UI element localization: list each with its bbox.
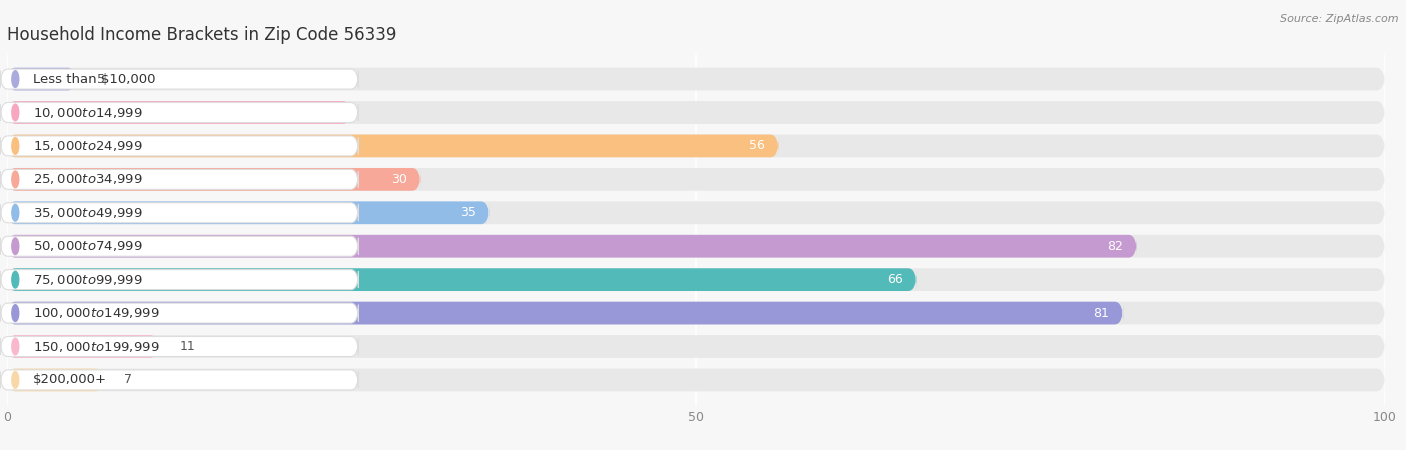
FancyBboxPatch shape — [7, 168, 1385, 191]
FancyBboxPatch shape — [7, 369, 104, 392]
FancyBboxPatch shape — [7, 369, 1385, 392]
Circle shape — [11, 338, 18, 355]
FancyBboxPatch shape — [7, 135, 779, 157]
Text: 56: 56 — [749, 140, 765, 153]
Text: 35: 35 — [460, 206, 475, 219]
FancyBboxPatch shape — [7, 68, 1385, 90]
FancyBboxPatch shape — [7, 335, 1385, 358]
Circle shape — [11, 171, 18, 188]
Text: $35,000 to $49,999: $35,000 to $49,999 — [34, 206, 143, 220]
FancyBboxPatch shape — [7, 101, 351, 124]
FancyBboxPatch shape — [7, 335, 159, 358]
FancyBboxPatch shape — [7, 168, 420, 191]
FancyBboxPatch shape — [7, 68, 76, 90]
Text: 11: 11 — [180, 340, 195, 353]
Text: $100,000 to $149,999: $100,000 to $149,999 — [34, 306, 160, 320]
FancyBboxPatch shape — [0, 136, 359, 156]
Circle shape — [11, 204, 18, 221]
FancyBboxPatch shape — [7, 235, 1385, 257]
Text: 7: 7 — [124, 374, 132, 387]
Text: Household Income Brackets in Zip Code 56339: Household Income Brackets in Zip Code 56… — [7, 26, 396, 44]
Circle shape — [11, 271, 18, 288]
FancyBboxPatch shape — [7, 268, 917, 291]
Circle shape — [11, 372, 18, 388]
FancyBboxPatch shape — [0, 203, 359, 223]
FancyBboxPatch shape — [0, 169, 359, 189]
Text: Less than $10,000: Less than $10,000 — [34, 72, 156, 86]
FancyBboxPatch shape — [0, 236, 359, 256]
FancyBboxPatch shape — [0, 103, 359, 122]
Text: $50,000 to $74,999: $50,000 to $74,999 — [34, 239, 143, 253]
Text: $15,000 to $24,999: $15,000 to $24,999 — [34, 139, 143, 153]
FancyBboxPatch shape — [7, 302, 1123, 324]
Text: $25,000 to $34,999: $25,000 to $34,999 — [34, 172, 143, 186]
Text: 5: 5 — [97, 72, 104, 86]
FancyBboxPatch shape — [0, 69, 359, 89]
Circle shape — [11, 238, 18, 255]
Text: 82: 82 — [1108, 240, 1123, 253]
Circle shape — [11, 104, 18, 121]
FancyBboxPatch shape — [7, 202, 1385, 224]
FancyBboxPatch shape — [7, 135, 1385, 157]
Text: 25: 25 — [322, 106, 337, 119]
Text: 81: 81 — [1094, 306, 1109, 320]
FancyBboxPatch shape — [7, 235, 1137, 257]
FancyBboxPatch shape — [0, 303, 359, 323]
Text: 30: 30 — [391, 173, 406, 186]
Circle shape — [11, 71, 18, 87]
Text: $10,000 to $14,999: $10,000 to $14,999 — [34, 105, 143, 120]
Circle shape — [11, 138, 18, 154]
FancyBboxPatch shape — [7, 268, 1385, 291]
Text: Source: ZipAtlas.com: Source: ZipAtlas.com — [1281, 14, 1399, 23]
Text: $75,000 to $99,999: $75,000 to $99,999 — [34, 273, 143, 287]
Circle shape — [11, 305, 18, 321]
Text: 66: 66 — [887, 273, 903, 286]
FancyBboxPatch shape — [0, 370, 359, 390]
FancyBboxPatch shape — [0, 337, 359, 356]
FancyBboxPatch shape — [7, 202, 489, 224]
FancyBboxPatch shape — [7, 101, 1385, 124]
FancyBboxPatch shape — [7, 302, 1385, 324]
Text: $150,000 to $199,999: $150,000 to $199,999 — [34, 339, 160, 354]
Text: $200,000+: $200,000+ — [34, 374, 107, 387]
FancyBboxPatch shape — [0, 270, 359, 290]
